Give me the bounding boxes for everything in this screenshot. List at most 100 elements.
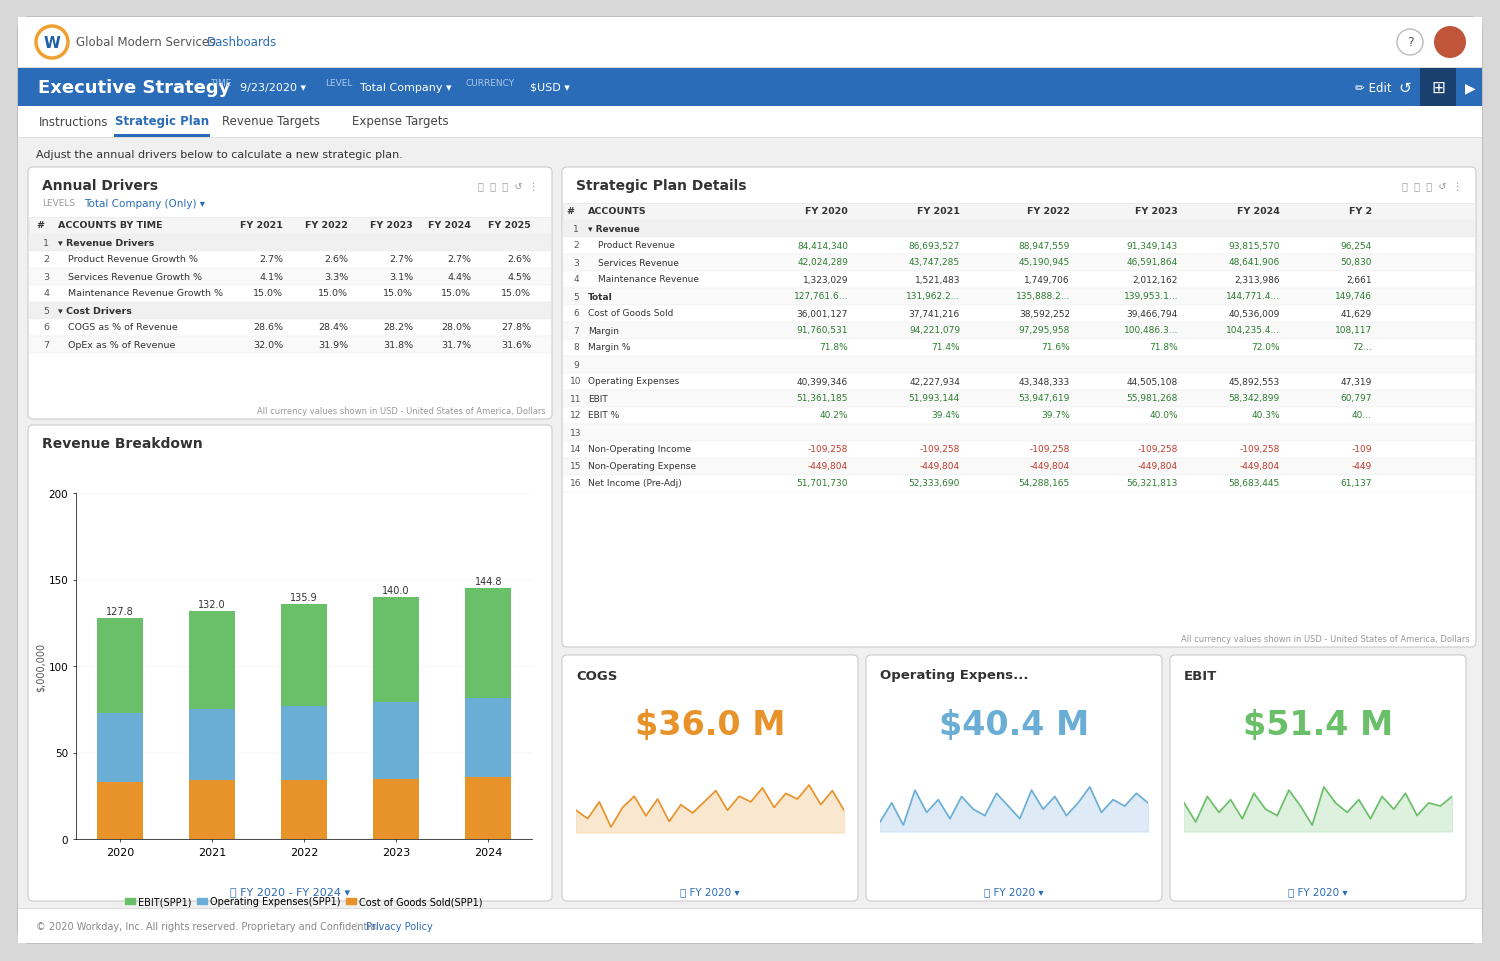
- Bar: [562, 357, 1474, 374]
- Text: 45,190,945: 45,190,945: [1019, 259, 1070, 267]
- Text: 132.0: 132.0: [198, 599, 225, 609]
- Text: 9/23/2020 ▾: 9/23/2020 ▾: [240, 83, 306, 93]
- Text: Total: Total: [588, 292, 612, 301]
- Text: FY 2022: FY 2022: [304, 221, 348, 231]
- Bar: [18, 68, 1482, 69]
- Text: 3.3%: 3.3%: [324, 272, 348, 282]
- Text: 53,947,619: 53,947,619: [1019, 394, 1070, 403]
- Text: 2,313,986: 2,313,986: [1234, 275, 1280, 284]
- Text: $USD ▾: $USD ▾: [530, 83, 570, 93]
- Text: 15.0%: 15.0%: [501, 289, 531, 298]
- Text: OpEx as % of Revenue: OpEx as % of Revenue: [68, 340, 176, 349]
- Text: FY 2: FY 2: [1348, 208, 1372, 216]
- Circle shape: [36, 27, 68, 59]
- Text: 2.7%: 2.7%: [260, 256, 284, 264]
- Text: 56,321,813: 56,321,813: [1126, 479, 1178, 488]
- Bar: [18, 18, 1482, 68]
- Text: ⌕  ⧉  💾  ↺  ⋮: ⌕ ⧉ 💾 ↺ ⋮: [1401, 181, 1462, 191]
- Text: -109,258: -109,258: [1029, 445, 1069, 454]
- Bar: [562, 323, 1474, 339]
- Text: 71.8%: 71.8%: [1149, 343, 1178, 352]
- Text: Expense Targets: Expense Targets: [351, 115, 448, 129]
- Text: EBIT: EBIT: [1184, 669, 1218, 681]
- Text: Total Company (Only) ▾: Total Company (Only) ▾: [84, 199, 206, 209]
- Bar: [28, 269, 550, 285]
- Text: 📌 FY 2020 ▾: 📌 FY 2020 ▾: [1288, 886, 1348, 896]
- Bar: [18, 69, 1482, 107]
- Text: 31.8%: 31.8%: [382, 340, 412, 349]
- Text: -449,804: -449,804: [920, 462, 960, 471]
- FancyBboxPatch shape: [562, 655, 858, 901]
- Text: 15.0%: 15.0%: [254, 289, 284, 298]
- FancyBboxPatch shape: [562, 168, 1476, 648]
- Text: 127,761.6...: 127,761.6...: [794, 292, 847, 301]
- Text: FY 2024: FY 2024: [1238, 208, 1280, 216]
- Text: 71.4%: 71.4%: [932, 343, 960, 352]
- Text: Non-Operating Income: Non-Operating Income: [588, 445, 692, 454]
- Bar: [562, 374, 1474, 390]
- Bar: [562, 204, 1474, 221]
- Text: 39,466,794: 39,466,794: [1126, 309, 1178, 318]
- Text: 40.3%: 40.3%: [1251, 411, 1280, 420]
- Bar: [28, 303, 550, 320]
- Text: -449,804: -449,804: [1030, 462, 1069, 471]
- Text: 6: 6: [573, 309, 579, 318]
- Text: 14: 14: [570, 445, 582, 454]
- Text: 50,830: 50,830: [1341, 259, 1372, 267]
- Text: Revenue Targets: Revenue Targets: [222, 115, 320, 129]
- Text: ✏ Edit: ✏ Edit: [1354, 82, 1392, 94]
- Text: -109: -109: [1352, 445, 1372, 454]
- Circle shape: [1396, 30, 1423, 56]
- Bar: [562, 339, 1474, 357]
- Legend: EBIT(SPP1), Operating Expenses(SPP1), Cost of Goods Sold(SPP1): EBIT(SPP1), Operating Expenses(SPP1), Co…: [122, 893, 486, 910]
- Bar: [562, 407, 1474, 425]
- Text: Annual Drivers: Annual Drivers: [42, 179, 158, 193]
- FancyBboxPatch shape: [865, 655, 1162, 901]
- Text: |: |: [356, 921, 358, 931]
- Text: EBIT: EBIT: [588, 394, 608, 403]
- Text: 43,348,333: 43,348,333: [1019, 377, 1070, 386]
- Text: 38,592,252: 38,592,252: [1019, 309, 1070, 318]
- Text: 10: 10: [570, 377, 582, 386]
- Text: Adjust the annual drivers below to calculate a new strategic plan.: Adjust the annual drivers below to calcu…: [36, 150, 404, 160]
- Text: 4.1%: 4.1%: [260, 272, 284, 282]
- Text: 144.8: 144.8: [474, 577, 502, 587]
- Text: Operating Expens...: Operating Expens...: [880, 669, 1029, 681]
- Text: 31.7%: 31.7%: [441, 340, 471, 349]
- Text: 39.7%: 39.7%: [1041, 411, 1070, 420]
- Text: ▶: ▶: [1464, 81, 1476, 95]
- Text: 4.5%: 4.5%: [507, 272, 531, 282]
- Text: 37,741,216: 37,741,216: [909, 309, 960, 318]
- Text: 8: 8: [573, 343, 579, 352]
- Text: -109,258: -109,258: [1137, 445, 1178, 454]
- Text: FY 2023: FY 2023: [370, 221, 413, 231]
- Text: 7: 7: [44, 340, 50, 349]
- Bar: [562, 390, 1474, 407]
- Text: 41,629: 41,629: [1341, 309, 1372, 318]
- Text: 1: 1: [573, 224, 579, 234]
- Text: -109,258: -109,258: [807, 445, 847, 454]
- Bar: [28, 285, 550, 303]
- Text: 📌 FY 2020 ▾: 📌 FY 2020 ▾: [984, 886, 1044, 896]
- Bar: [280, 604, 327, 706]
- Text: #: #: [36, 221, 44, 231]
- Text: 71.6%: 71.6%: [1041, 343, 1070, 352]
- Text: 1,323,029: 1,323,029: [802, 275, 847, 284]
- Text: 2.6%: 2.6%: [324, 256, 348, 264]
- Bar: [562, 272, 1474, 288]
- Text: ▾ Revenue Drivers: ▾ Revenue Drivers: [58, 238, 154, 247]
- Bar: [28, 234, 550, 252]
- Text: 31.6%: 31.6%: [501, 340, 531, 349]
- Text: 31.9%: 31.9%: [318, 340, 348, 349]
- Text: 97,295,958: 97,295,958: [1019, 326, 1070, 335]
- Bar: [562, 221, 1474, 237]
- Circle shape: [1434, 27, 1466, 59]
- Text: 11: 11: [570, 394, 582, 403]
- Text: LEVELS: LEVELS: [42, 199, 75, 209]
- Text: 91,349,143: 91,349,143: [1126, 241, 1178, 250]
- Text: 140.0: 140.0: [382, 585, 410, 595]
- Text: 28.2%: 28.2%: [382, 323, 412, 333]
- Text: 4: 4: [573, 275, 579, 284]
- Text: FY 2020: FY 2020: [806, 208, 847, 216]
- Text: 32.0%: 32.0%: [254, 340, 284, 349]
